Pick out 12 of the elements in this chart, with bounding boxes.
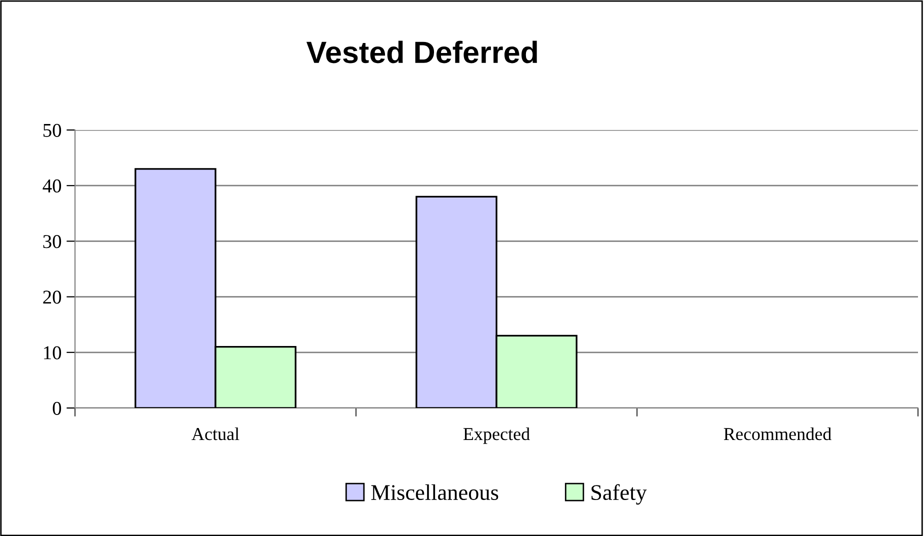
y-tick-label: 0 — [52, 402, 62, 415]
y-tick-label: 40 — [42, 179, 62, 193]
x-tick-label: Recommended — [724, 427, 832, 440]
legend-label: Safety — [592, 484, 647, 505]
y-tick-label: 10 — [44, 346, 62, 360]
y-tick-label: 20 — [43, 290, 62, 304]
chart-title: Vested Deferred — [306, 40, 537, 64]
legend-label: Miscellaneous — [371, 484, 498, 500]
x-tick-label: Expected — [463, 427, 530, 444]
x-tick-label: Actual — [192, 427, 240, 440]
y-tick-label: 30 — [43, 235, 62, 248]
y-tick-label: 50 — [43, 124, 62, 137]
